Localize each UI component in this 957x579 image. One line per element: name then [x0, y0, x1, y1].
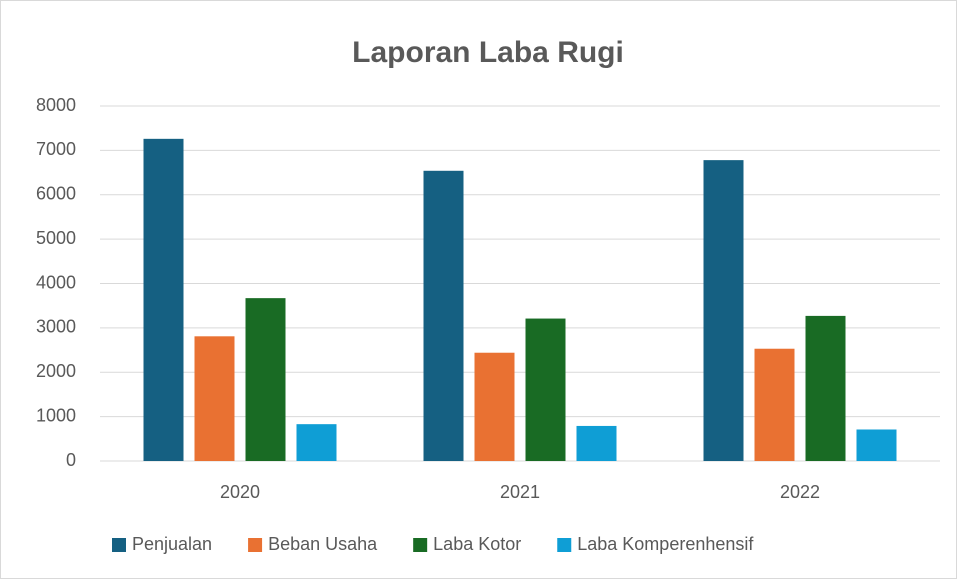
chart-title: Laporan Laba Rugi: [352, 36, 624, 69]
bar: [143, 138, 184, 461]
bar: [525, 318, 566, 461]
x-tick-label: 2020: [220, 482, 260, 502]
bar: [703, 160, 744, 461]
bar: [423, 170, 464, 461]
bar: [245, 298, 286, 461]
x-tick-label: 2021: [500, 482, 540, 502]
legend-swatch: [248, 538, 263, 552]
legend-swatch: [557, 538, 572, 552]
legend-label: Laba Kotor: [433, 534, 521, 554]
y-tick-label: 1000: [36, 405, 76, 425]
bar: [194, 336, 235, 461]
legend-swatch: [112, 538, 126, 552]
y-tick-label: 6000: [36, 184, 76, 204]
y-tick-label: 3000: [36, 317, 76, 337]
bar: [576, 425, 617, 461]
bar: [856, 429, 897, 461]
legend-label: Beban Usaha: [268, 534, 378, 554]
y-tick-label: 5000: [36, 228, 76, 248]
bar: [296, 424, 337, 461]
y-tick-label: 8000: [36, 95, 76, 115]
bar: [754, 348, 795, 461]
y-tick-label: 0: [66, 450, 76, 470]
bar: [474, 352, 515, 461]
x-tick-label: 2022: [780, 482, 820, 502]
bar: [805, 315, 846, 461]
legend-swatch: [413, 538, 428, 552]
legend-label: Penjualan: [132, 534, 212, 554]
y-tick-label: 4000: [36, 272, 76, 292]
legend-label: Laba Komperenhensif: [577, 534, 754, 554]
y-tick-label: 2000: [36, 361, 76, 381]
y-tick-label: 7000: [36, 139, 76, 159]
